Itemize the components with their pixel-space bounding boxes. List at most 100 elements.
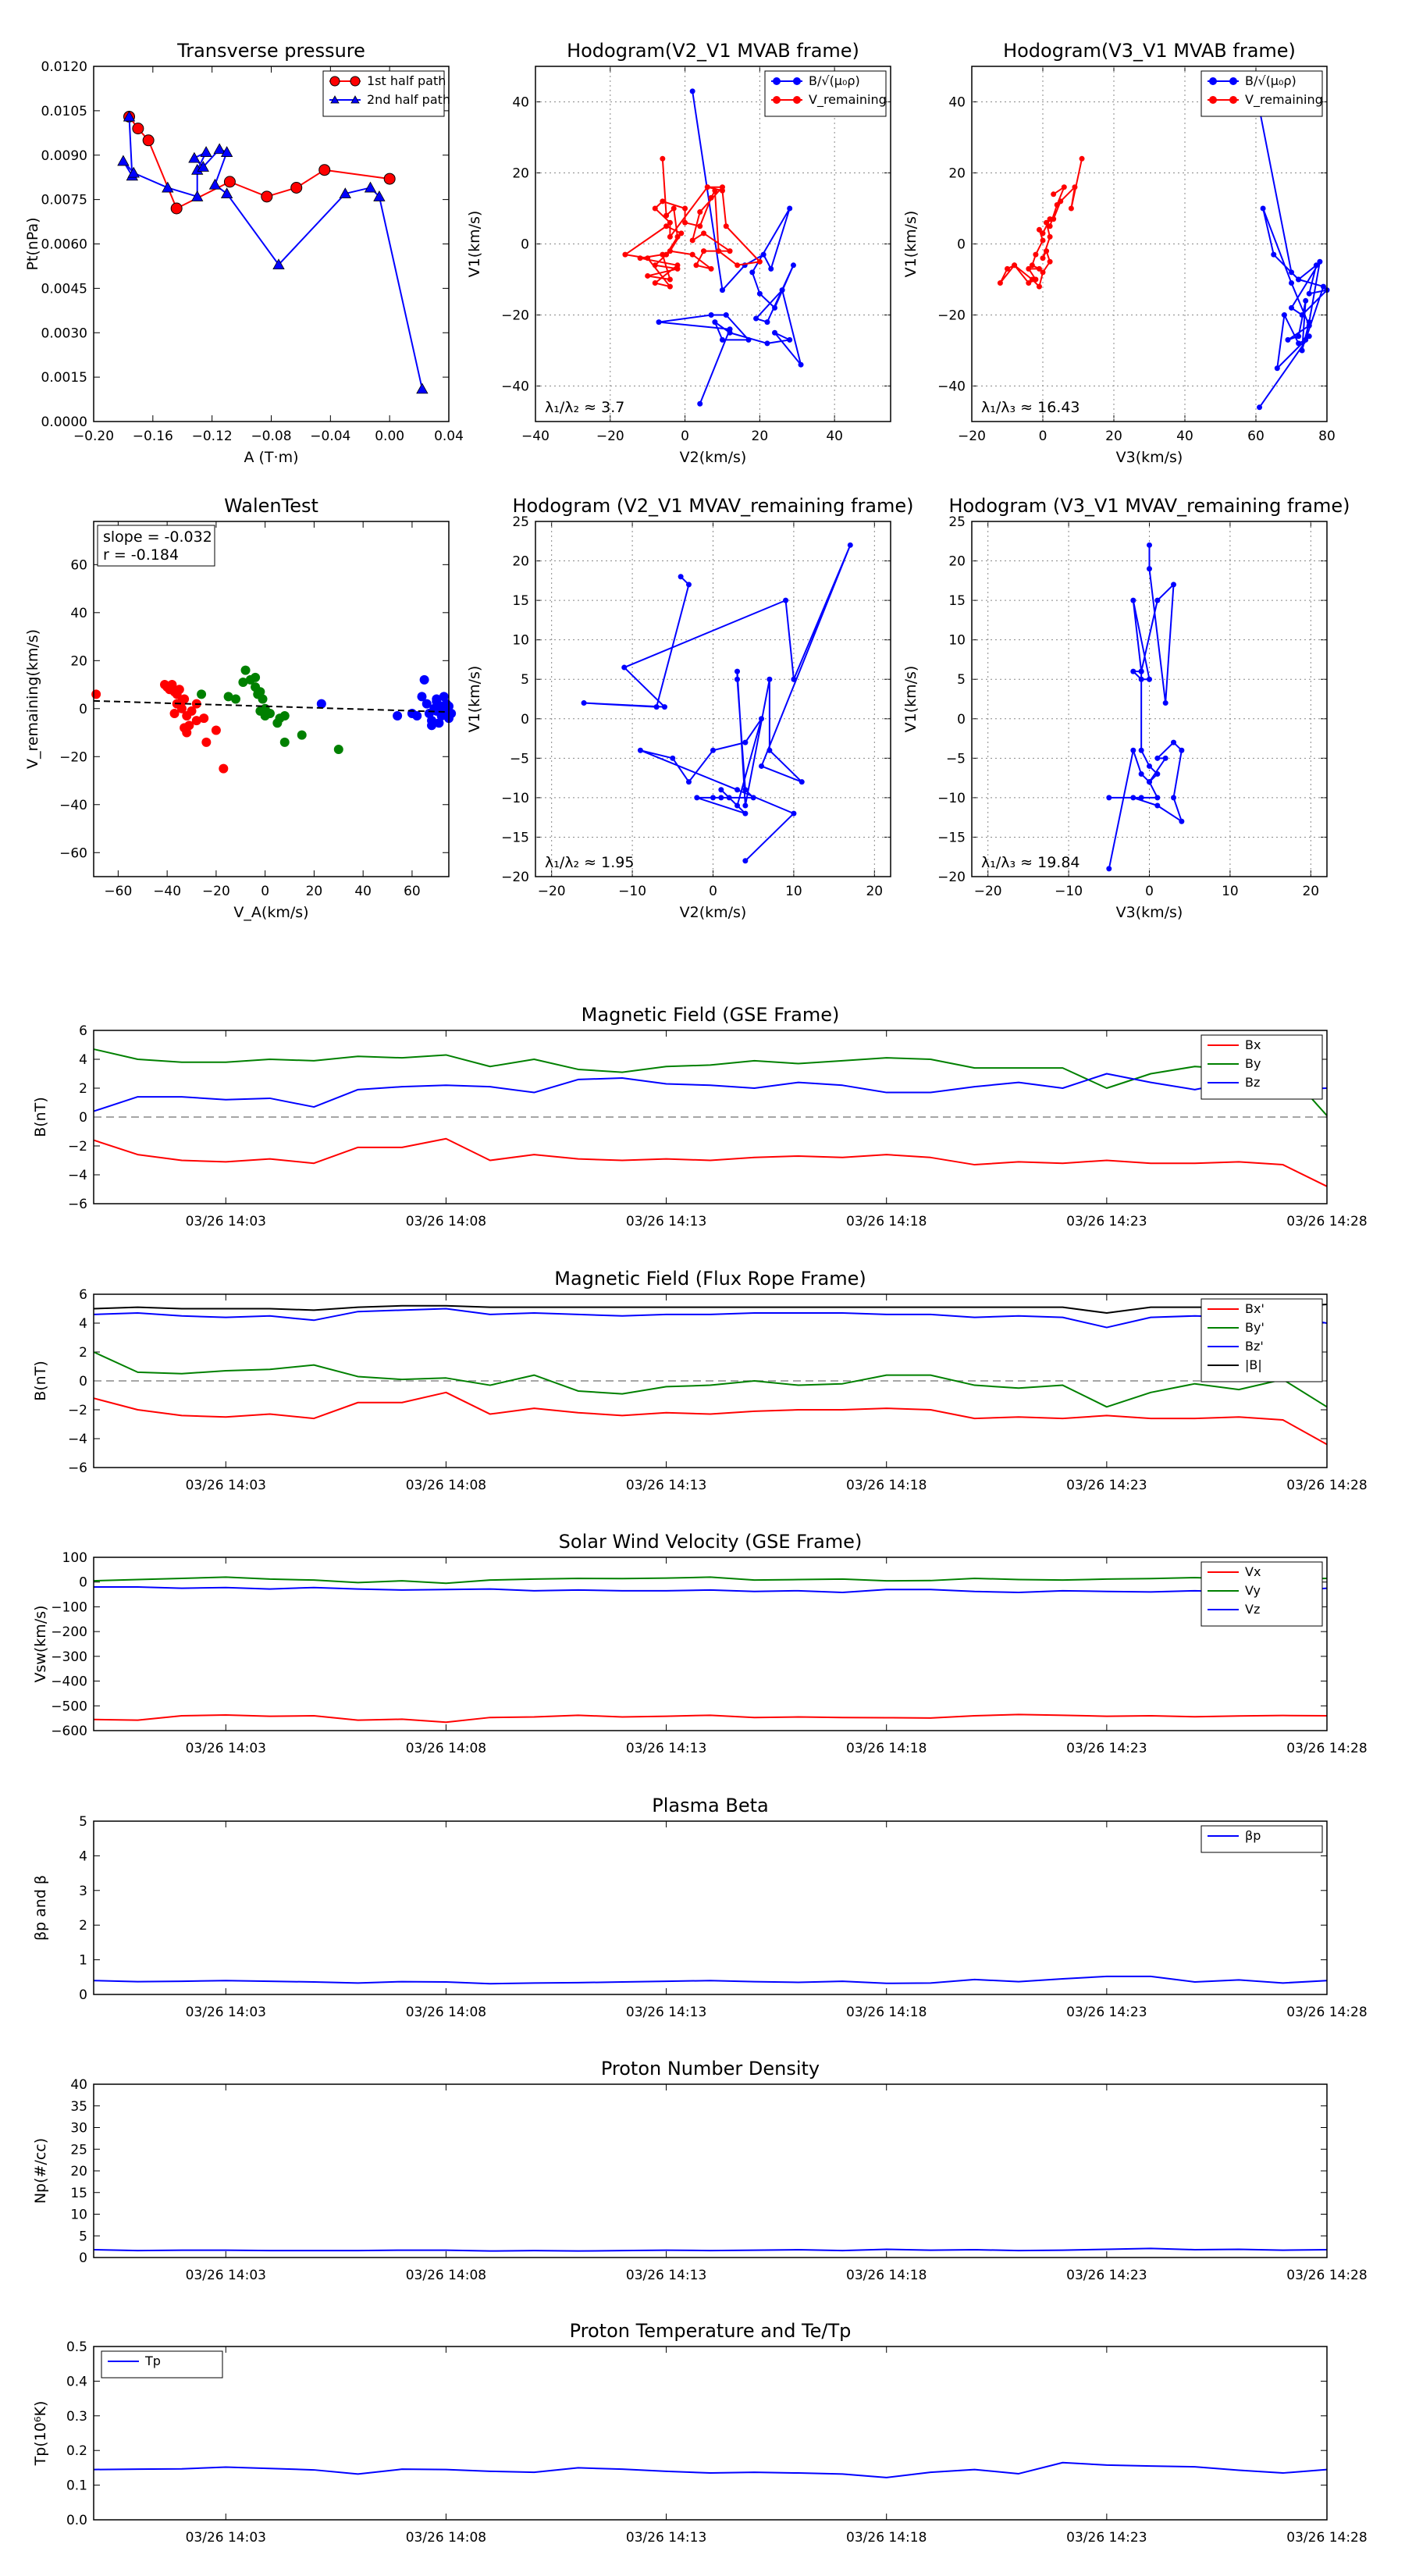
mag_fr-legend-label: |B| <box>1245 1357 1262 1372</box>
hodo_v2v1_mvab-point <box>697 223 703 229</box>
mag_gse-xtick-label: 03/26 14:28 <box>1286 1214 1367 1229</box>
hodo_v2v1_mvab-point <box>682 205 688 212</box>
transverse-ytick-label: 0.0105 <box>41 104 87 119</box>
vsw-ytick-label: −300 <box>51 1649 87 1665</box>
transverse-point <box>261 190 273 203</box>
mag_gse-series-line <box>93 1073 1328 1112</box>
hodo_v3v1_mvav-point <box>1179 818 1185 824</box>
hodo_v2v1_mvab-point <box>674 262 681 269</box>
hodo_v2v1_mvav-ytick-label: −15 <box>501 830 529 845</box>
hodo_v3v1_mvab-xtick-label: 40 <box>1176 429 1193 444</box>
hodo_v2v1_mvab-legend-marker <box>773 96 781 104</box>
hodo_v2v1_mvab-point <box>670 205 677 212</box>
hodo_v3v1_mvab-point <box>1054 201 1060 208</box>
mag_fr-ytick-label: 4 <box>79 1316 87 1332</box>
hodo_v2v1_mvab-point <box>764 340 770 347</box>
transverse-point <box>318 164 331 176</box>
beta-ytick-label: 0 <box>79 1987 87 2003</box>
hodo_v2v1_mvab-point <box>689 88 695 94</box>
transverse-point <box>383 173 396 185</box>
vsw-ytick-label: −200 <box>51 1624 87 1640</box>
hodo_v2v1_mvab-point <box>667 283 673 290</box>
hodo_v2v1_mvav-point <box>783 597 789 603</box>
hodo_v2v1_mvav-point <box>653 704 660 710</box>
walen-point <box>187 706 197 716</box>
hodo_v2v1_mvab-point <box>768 265 774 272</box>
np-xtick-label: 03/26 14:23 <box>1066 2268 1147 2283</box>
mag_gse-ylabel: B(nT) <box>32 1097 49 1137</box>
hodo_v2v1_mvab-point <box>708 194 714 201</box>
mag_gse-xtick-label: 03/26 14:18 <box>846 1214 927 1229</box>
vsw-series-line <box>93 1576 1328 1585</box>
hodo_v2v1_mvav-point <box>791 810 797 817</box>
hodo_v3v1_mvab-ytick-label: −40 <box>937 379 966 395</box>
hodo_v2v1_mvav-point <box>735 787 741 793</box>
mag_fr-axes-frame <box>93 1293 1328 1468</box>
hodo_v2v1_mvab-point <box>645 255 651 262</box>
np-ytick-label: 5 <box>79 2229 87 2244</box>
hodo_v2v1_mvav-xtick-label: −20 <box>538 884 566 899</box>
walen-point <box>417 692 427 702</box>
transverse-point <box>223 176 236 188</box>
hodo_v3v1_mvab-point <box>1274 365 1280 372</box>
hodo_v3v1_mvav-point <box>1147 542 1152 548</box>
walen-point <box>219 763 229 774</box>
hodo_v3v1_mvab-point <box>1320 283 1326 290</box>
transverse-xtick-label: −0.04 <box>310 429 350 444</box>
walen-point <box>422 699 432 709</box>
hodo_v2v1_mvab-point <box>772 304 778 311</box>
mag_fr-xtick-label: 03/26 14:03 <box>186 1478 266 1493</box>
transverse-chart: Transverse pressure A (T·m) Pt(nPa) 0.0000 0… <box>24 40 464 466</box>
walen-point <box>191 716 201 726</box>
mag_fr-series-line <box>93 1351 1328 1408</box>
tp-chart: Proton Temperature and Te/Tp Tp(10⁶K) 0.0 0… <box>32 2320 1368 2546</box>
walen-point <box>199 713 209 724</box>
hodo_v3v1_mvav-point <box>1154 755 1161 761</box>
transverse-point <box>132 123 144 135</box>
hodo_v3v1_mvav-point <box>1154 771 1161 777</box>
tp-ylabel: Tp(10⁶K) <box>32 2401 49 2467</box>
mag_fr-chart: Magnetic Field (Flux Rope Frame) B(nT) −6 −… <box>32 1268 1368 1493</box>
hodo_v2v1_mvav-xtick-label: 0 <box>709 884 717 899</box>
hodo_v2v1_mvab-point <box>716 248 722 254</box>
transverse-point <box>117 155 130 166</box>
transverse-point <box>290 181 303 194</box>
np-ytick-label: 25 <box>70 2142 87 2158</box>
mag_fr-legend-label: By' <box>1245 1320 1264 1335</box>
hodo_v3v1_mvab-point <box>1257 404 1263 411</box>
hodo_v2v1_mvab-ylabel: V1(km/s) <box>466 211 483 278</box>
hodo_v3v1_mvav-point <box>1147 763 1152 769</box>
hodo_v3v1_mvav-point <box>1106 866 1112 872</box>
mag_gse-axes-frame <box>93 1030 1328 1204</box>
transverse-point <box>170 202 183 215</box>
hodo_v3v1_mvav-ylabel: V1(km/s) <box>902 666 919 733</box>
hodo_v2v1_mvav-point <box>767 747 773 753</box>
walen-point <box>316 699 326 709</box>
hodo_v3v1_mvab-point <box>1047 233 1053 240</box>
mag_fr-xtick-label: 03/26 14:08 <box>406 1478 486 1493</box>
hodo_v3v1_mvab-point <box>1296 276 1302 283</box>
transverse-point <box>162 181 174 193</box>
hodo_v3v1_mvav-title: Hodogram (V3_V1 MVAV_remaining frame) <box>948 495 1350 517</box>
hodo_v3v1_mvab-point <box>1058 198 1064 205</box>
hodo_v2v1_mvab-legend-label: B/√(μ₀ρ) <box>809 73 860 88</box>
hodo_v2v1_mvab-point <box>652 262 658 269</box>
hodo_v3v1_mvav-point <box>1130 747 1136 753</box>
hodo_v3v1_mvab-legend <box>1200 70 1323 117</box>
hodo_v2v1_mvav-ylabel: V1(km/s) <box>466 666 483 733</box>
vsw-ylabel: Vsw(km/s) <box>32 1605 49 1682</box>
transverse-ytick-label: 0.0090 <box>41 148 87 164</box>
np-xtick-label: 03/26 14:03 <box>186 2268 266 2283</box>
tp-series-line <box>93 2461 1328 2478</box>
hodo_v2v1_mvab-point <box>660 155 666 162</box>
hodo_v3v1_mvab-point <box>1047 216 1053 222</box>
vsw-xtick-label: 03/26 14:23 <box>1066 1741 1147 1756</box>
hodo_v2v1_mvav-point <box>637 747 643 753</box>
beta-xtick-label: 03/26 14:18 <box>846 2005 927 2020</box>
hodo_v2v1_mvav-point <box>621 664 628 671</box>
np-ytick-label: 0 <box>79 2250 87 2266</box>
beta-xtick-label: 03/26 14:13 <box>626 2005 706 2020</box>
walen-point <box>412 711 422 721</box>
tp-xtick-label: 03/26 14:28 <box>1286 2530 1367 2546</box>
vsw-xtick-label: 03/26 14:18 <box>846 1741 927 1756</box>
